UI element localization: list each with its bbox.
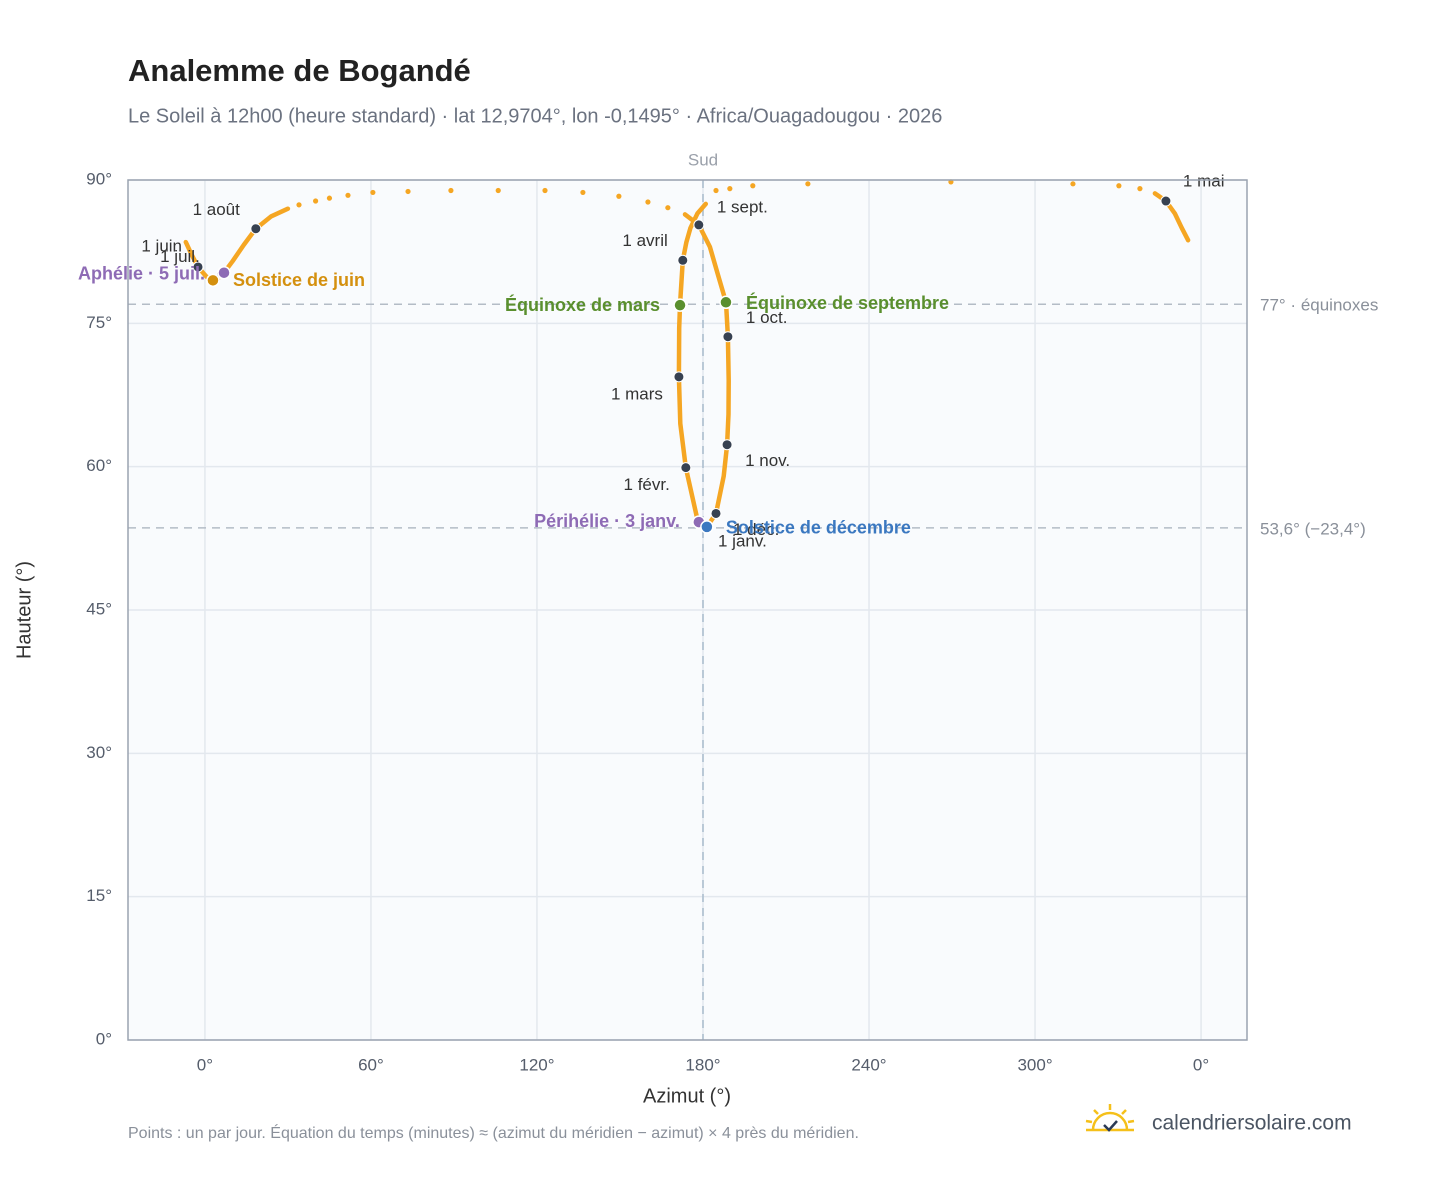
month-point [680, 462, 692, 474]
chart-title: Analemme de Bogandé [128, 53, 471, 88]
month-point [722, 331, 734, 343]
event-point [217, 265, 231, 280]
month-point [677, 254, 689, 266]
daily-point [750, 183, 756, 189]
daily-point [580, 189, 586, 196]
month-point [721, 439, 733, 451]
y-tick-label: 0° [96, 1029, 112, 1048]
month-label: 1 mars [611, 384, 663, 403]
daily-point [495, 187, 501, 194]
event-label: Périhélie · 3 janv. [534, 511, 680, 531]
event-label: Équinoxe de mars [505, 294, 660, 315]
y-tick-label: 60° [86, 456, 112, 475]
event-point [206, 273, 220, 288]
daily-point [665, 205, 671, 211]
x-tick-label: 300° [1017, 1055, 1052, 1074]
brand-logo [1085, 1104, 1135, 1132]
footnote: Points : un par jour. Équation du temps … [128, 1123, 859, 1142]
x-tick-label: 0° [1193, 1055, 1209, 1074]
event-label: Aphélie · 5 juil. [78, 263, 205, 283]
daily-point [405, 188, 411, 195]
month-label: 1 avril [622, 231, 667, 250]
month-point [1160, 195, 1172, 207]
month-label: 1 oct. [746, 308, 788, 327]
daily-point [370, 189, 376, 196]
month-label: 1 juin [141, 236, 182, 255]
event-label: Solstice de juin [233, 270, 365, 290]
daily-point [713, 187, 719, 194]
event-label: Équinoxe de septembre [746, 292, 949, 313]
event-point [700, 520, 714, 534]
y-tick-label: 90° [86, 169, 112, 188]
daily-point [616, 193, 622, 199]
daily-point [326, 195, 333, 201]
y-axis-title: Hauteur (°) [13, 561, 35, 659]
month-label: 1 mai [1183, 172, 1225, 191]
y-tick-label: 45° [86, 599, 112, 618]
event-point [719, 295, 733, 310]
month-label: 1 déc. [733, 520, 779, 539]
chart-subtitle: Le Soleil à 12h00 (heure standard) · lat… [128, 105, 942, 127]
reference-label: Sud [688, 150, 718, 169]
x-tick-label: 120° [519, 1055, 554, 1074]
daily-point [542, 187, 548, 194]
month-point [192, 261, 204, 273]
x-tick-label: 240° [851, 1055, 886, 1074]
y-tick-label: 15° [86, 886, 112, 905]
x-tick-label: 180° [685, 1055, 720, 1074]
brand-name: calendriersolaire.com [1152, 1112, 1352, 1135]
month-point [693, 219, 705, 231]
x-axis-title: Azimut (°) [643, 1085, 731, 1107]
daily-point [1070, 181, 1076, 187]
month-label: 1 févr. [624, 475, 670, 494]
month-label: 1 sept. [717, 197, 768, 216]
month-point [673, 371, 685, 383]
daily-point [645, 199, 651, 205]
daily-point [345, 192, 351, 198]
month-label: 1 janv. [718, 532, 767, 551]
y-tick-label: 30° [86, 743, 112, 762]
reference-label: 53,6° (−23,4°) [1260, 519, 1366, 538]
month-label: 1 nov. [745, 451, 790, 470]
month-label: 1 juil. [160, 247, 200, 266]
month-point [250, 223, 262, 235]
month-label: 1 août [193, 200, 241, 219]
daily-point [1116, 183, 1122, 189]
daily-point [296, 202, 302, 208]
x-tick-label: 0° [197, 1055, 213, 1074]
plot-frame [127, 179, 1248, 1041]
y-tick-label: 75° [86, 313, 112, 332]
reference-label: 77° · équinoxes [1260, 296, 1378, 315]
daily-point [313, 198, 319, 204]
daily-point [805, 181, 811, 187]
event-label: Solstice de décembre [726, 518, 911, 538]
event-point [673, 298, 687, 312]
x-tick-label: 60° [358, 1055, 384, 1074]
daily-point [1137, 186, 1143, 192]
daily-point [727, 186, 733, 192]
month-point [710, 507, 722, 519]
daily-point [448, 187, 454, 194]
